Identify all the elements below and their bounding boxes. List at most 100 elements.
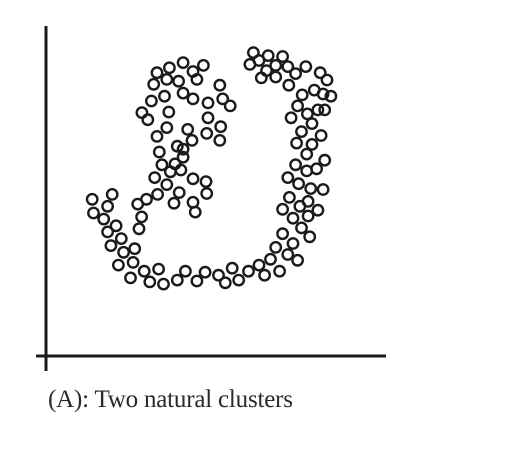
data-point (223, 99, 237, 113)
data-point (269, 240, 283, 254)
data-point (196, 59, 210, 72)
data-point (176, 56, 190, 69)
data-point (316, 183, 330, 196)
data-point (291, 99, 304, 113)
data-point (304, 182, 318, 196)
data-point (101, 225, 115, 239)
data-point (152, 262, 166, 276)
data-point (109, 219, 123, 233)
data-point (168, 157, 182, 171)
data-point (324, 89, 338, 103)
data-point (216, 92, 230, 106)
data-point (252, 258, 266, 272)
data-point (132, 222, 146, 236)
data-point (172, 186, 186, 200)
data-point (318, 103, 332, 117)
data-point (295, 221, 308, 235)
data-point (286, 237, 300, 250)
data-point (282, 190, 296, 204)
data-point (282, 78, 296, 92)
data-point (85, 192, 99, 206)
data-point (305, 137, 319, 151)
data-point (150, 129, 164, 143)
data-point (242, 264, 255, 278)
data-point (199, 175, 213, 189)
data-point (147, 77, 161, 91)
data-point (144, 94, 158, 108)
data-point (281, 248, 295, 261)
data-point (162, 105, 176, 119)
data-point (105, 187, 119, 201)
data-point (157, 277, 170, 291)
data-point (172, 74, 186, 88)
data-point (214, 120, 228, 134)
data-point (314, 129, 328, 142)
data-point (176, 150, 190, 164)
data-point (114, 232, 128, 246)
data-point (150, 66, 164, 80)
data-point (276, 227, 289, 241)
data-point (160, 73, 174, 86)
data-point (212, 268, 225, 282)
data-point (160, 121, 174, 135)
data-point (124, 271, 137, 285)
data-point (301, 209, 315, 223)
data-point (176, 86, 190, 100)
data-point (167, 196, 181, 210)
data-point (200, 187, 214, 200)
data-point (273, 264, 286, 278)
data-point (135, 106, 149, 120)
data-point (97, 212, 111, 226)
data-point (290, 136, 303, 150)
data-point (243, 58, 257, 71)
data-point (293, 199, 307, 213)
data-point (303, 230, 317, 244)
data-point (232, 273, 246, 287)
data-point (162, 61, 176, 75)
data-point (213, 133, 227, 147)
data-point (276, 50, 289, 63)
data-point (152, 145, 166, 159)
figure-caption: (A): Two natural clusters (48, 386, 293, 413)
data-point (126, 255, 140, 269)
data-point (261, 49, 275, 62)
data-point (186, 92, 200, 106)
data-point (289, 158, 302, 172)
data-point (295, 88, 309, 102)
data-point (201, 96, 215, 110)
data-point (286, 211, 300, 225)
data-point (299, 60, 313, 73)
data-point (307, 83, 321, 97)
data-point (295, 125, 308, 139)
data-point (311, 103, 325, 117)
data-point (188, 205, 202, 219)
data-point (218, 276, 232, 290)
data-point (101, 199, 115, 213)
data-point (128, 242, 142, 256)
data-point (186, 172, 200, 186)
data-point (200, 126, 214, 140)
data-point (310, 162, 323, 176)
data-point (269, 70, 283, 84)
data-point (281, 60, 295, 73)
data-point (137, 264, 151, 278)
data-point (254, 71, 268, 85)
data-point (170, 273, 184, 287)
data-point (313, 66, 327, 80)
data-point (198, 265, 212, 279)
data-point (300, 164, 314, 178)
data-point (320, 73, 334, 87)
data-point (284, 111, 298, 125)
data-point (178, 264, 192, 278)
data-point (281, 171, 295, 185)
data-point (300, 147, 314, 161)
data-point (135, 210, 149, 224)
data-point (151, 187, 165, 201)
data-point (305, 117, 319, 131)
data-point (213, 78, 227, 92)
data-point (104, 239, 118, 253)
data-point (185, 133, 199, 147)
data-point (190, 274, 204, 288)
data-point (311, 203, 325, 217)
